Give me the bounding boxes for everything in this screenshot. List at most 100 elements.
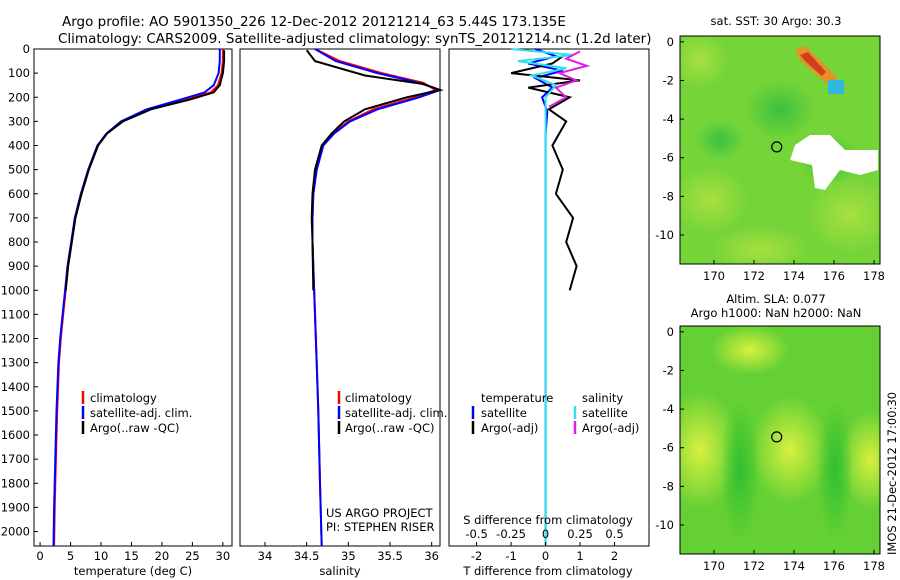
legend-climatology: climatology: [90, 391, 157, 405]
x-tick-label: 2: [611, 549, 618, 563]
map-x-tick-label: 170: [703, 269, 725, 283]
salinity-x-axis: 34 34.5 35 35.5 36: [258, 542, 439, 563]
legend-satellite-clim: satellite-adj. clim.: [345, 406, 447, 420]
pi-credit: PI: STEPHEN RISER: [326, 520, 435, 534]
sla-map-subtitle: Argo h1000: NaN h2000: NaN: [691, 306, 862, 320]
map-y-tick-label: -6: [663, 151, 674, 165]
sst-map-field: [680, 36, 880, 264]
legend-satellite-clim: satellite-adj. clim.: [90, 406, 192, 420]
map-y-tick-label: -6: [663, 441, 674, 455]
map-x-tick-label: 178: [863, 559, 885, 573]
series-argo-raw-qc-: [305, 49, 444, 291]
series-salinity-argo-adj-: [548, 50, 591, 108]
s-difference-label: S difference from climatology: [463, 513, 633, 527]
sla-map-axes: 170 172 174 176 178 0 -2 -4 -6 -8 -10: [655, 325, 885, 573]
salinity-legend: climatology satellite-adj. clim. Argo(..…: [337, 391, 447, 435]
figure-subtitle: Climatology: CARS2009. Satellite-adjuste…: [58, 31, 651, 47]
x-tick-label: 35.5: [377, 549, 403, 563]
legend-argo-raw: Argo(..raw -QC): [345, 421, 435, 435]
difference-plot-frame: [448, 48, 650, 547]
sla-argo-position-marker: [771, 431, 783, 443]
x-tick-label: -2: [471, 549, 482, 563]
sla-map-field: [680, 326, 880, 554]
legend-temp-satellite: satellite: [481, 406, 527, 420]
depth-tick-label: 1800: [1, 476, 30, 490]
salinity-x-label: salinity: [319, 564, 360, 578]
sla-map-frame: [679, 325, 881, 555]
depth-tick-label: 1300: [1, 356, 30, 370]
x-tick-label: -1: [505, 549, 516, 563]
sla-map-title: Altim. SLA: 0.077: [726, 292, 825, 306]
depth-tick-label: 500: [8, 163, 30, 177]
depth-tick-label: 300: [8, 114, 30, 128]
s-tick-label: -0.25: [496, 527, 526, 541]
legend-salinity-head: salinity: [582, 391, 623, 405]
depth-tick-label: 1000: [1, 283, 30, 297]
map-x-tick-label: 176: [823, 559, 845, 573]
map-x-tick-label: 172: [743, 559, 765, 573]
map-y-tick-label: -2: [663, 363, 674, 377]
temperature-x-axis: 0 5 10 15 20 25 30: [36, 542, 230, 563]
series-argo-raw-qc-: [64, 50, 226, 291]
depth-tick-label: 400: [8, 139, 30, 153]
project-credit: US ARGO PROJECT: [326, 506, 434, 520]
map-y-tick-label: -4: [663, 112, 674, 126]
x-tick-label: 1: [576, 549, 583, 563]
temperature-x-label: temperature (deg C): [74, 564, 192, 578]
series-satellite-adj-clim-: [52, 49, 221, 547]
map-x-tick-label: 174: [783, 559, 805, 573]
depth-tick-label: 2000: [1, 525, 30, 539]
series-climatology: [53, 49, 224, 547]
legend-temperature-head: temperature: [481, 391, 553, 405]
salinity-plot-frame: [239, 48, 441, 547]
s-tick-label: -0.5: [465, 527, 487, 541]
depth-tick-label: 1500: [1, 404, 30, 418]
series-salinity-satellite: [511, 48, 574, 546]
difference-x-label: T difference from climatology: [462, 564, 633, 578]
difference-profiles: [510, 48, 591, 546]
x-tick-label: 34.5: [294, 549, 320, 563]
map-y-tick-label: -2: [663, 73, 674, 87]
temperature-plot-frame: [33, 48, 233, 547]
map-y-tick-label: -8: [663, 189, 674, 203]
legend-argo-raw: Argo(..raw -QC): [90, 421, 180, 435]
map-y-tick-label: -10: [655, 518, 674, 532]
x-tick-label: 10: [94, 549, 109, 563]
depth-tick-label: 600: [8, 187, 30, 201]
x-tick-label: 0: [36, 549, 43, 563]
temperature-legend: climatology satellite-adj. clim. Argo(..…: [81, 391, 192, 435]
difference-x-axis: -2 -1 0 1 2 -0.5 -0.25 0 0.25 0.5: [465, 527, 623, 563]
map-y-tick-label: -10: [655, 228, 674, 242]
map-y-tick-label: 0: [667, 325, 674, 339]
x-tick-label: 30: [216, 549, 231, 563]
s-tick-label: 0: [542, 527, 549, 541]
salinity-profiles: [305, 48, 444, 547]
x-tick-label: 15: [124, 549, 139, 563]
depth-tick-label: 1600: [1, 428, 30, 442]
series-satellite-adj-clim-: [311, 48, 444, 547]
difference-legend: temperature satellite Argo(-adj) salinit…: [471, 391, 639, 435]
map-y-tick-label: -4: [663, 402, 674, 416]
depth-tick-label: 1100: [1, 307, 30, 321]
map-y-tick-label: 0: [667, 35, 674, 49]
depth-tick-label: 800: [8, 235, 30, 249]
temperature-profiles: [52, 49, 226, 547]
depth-tick-label: 100: [8, 66, 30, 80]
map-x-tick-label: 178: [863, 269, 885, 283]
legend-sal-satellite: satellite: [582, 406, 628, 420]
x-tick-label: 20: [155, 549, 170, 563]
legend-sal-argo: Argo(-adj): [582, 421, 639, 435]
depth-tick-label: 1200: [1, 332, 30, 346]
depth-tick-label: 1400: [1, 380, 30, 394]
x-tick-label: 35: [341, 549, 356, 563]
sst-map-title: sat. SST: 30 Argo: 30.3: [711, 14, 842, 28]
depth-tick-label: 700: [8, 211, 30, 225]
series-climatology: [311, 48, 439, 547]
legend-climatology: climatology: [345, 391, 412, 405]
figure-title: Argo profile: AO 5901350_226 12-Dec-2012…: [62, 14, 566, 30]
s-tick-label: 0.25: [567, 527, 593, 541]
map-x-tick-label: 170: [703, 559, 725, 573]
depth-tick-label: 1900: [1, 500, 30, 514]
map-x-tick-label: 174: [783, 269, 805, 283]
x-tick-label: 25: [185, 549, 200, 563]
